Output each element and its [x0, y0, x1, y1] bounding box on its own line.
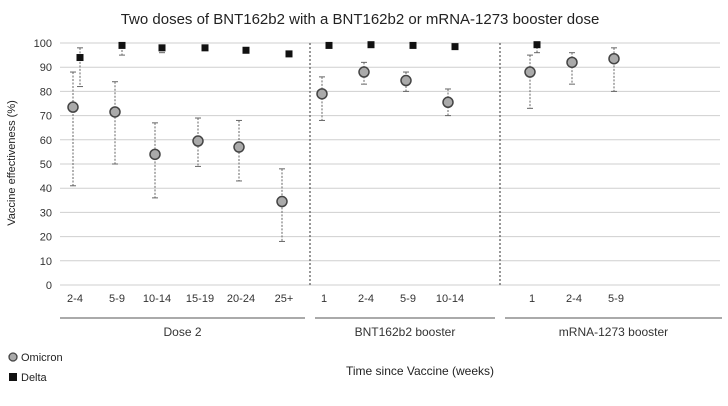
x-axis-ticks: 2-4 5-9 10-14 15-19 20-24 25+ 1 2-4 5-9 10-14 1 2-4…: [67, 293, 624, 305]
delta-series: [76, 41, 541, 62]
delta-point: [76, 54, 84, 62]
chart-title: Two doses of BNT162b2 with a BNT162b2 or…: [121, 11, 600, 28]
omicron-point: [400, 74, 412, 87]
y-tick-label: 100: [34, 38, 52, 50]
x-tick-label: 25+: [275, 293, 294, 305]
x-tick-label: 20-24: [227, 293, 255, 305]
omicron-point: [316, 88, 328, 100]
x-tick-label: 2-4: [358, 293, 374, 305]
delta-point: [158, 44, 166, 52]
delta-point: [118, 41, 126, 49]
omicron-point: [524, 66, 536, 78]
y-tick-label: 20: [40, 232, 52, 244]
y-axis-label: Vaccine effectiveness (%): [6, 100, 18, 226]
y-tick-label: 70: [40, 111, 52, 123]
legend-label: Omicron: [21, 352, 63, 364]
group-dividers: [309, 43, 501, 285]
legend-label: Delta: [21, 372, 48, 384]
y-tick-label: 60: [40, 135, 52, 147]
group-label: BNT162b2 booster: [355, 325, 456, 339]
group-labels: Dose 2 BNT162b2 booster mRNA-1273 booster: [60, 317, 722, 339]
x-tick-label: 2-4: [67, 293, 83, 305]
x-tick-label: 5-9: [608, 293, 624, 305]
y-tick-label: 50: [40, 159, 52, 171]
legend-omicron-marker: [8, 352, 18, 362]
delta-point: [409, 41, 417, 49]
y-tick-label: 10: [40, 256, 52, 268]
x-tick-label: 1: [321, 293, 327, 305]
delta-point: [201, 44, 209, 52]
x-tick-label: 10-14: [436, 293, 464, 305]
omicron-point: [566, 56, 578, 69]
y-tick-label: 90: [40, 62, 52, 74]
x-tick-label: 5-9: [109, 293, 125, 305]
delta-point: [242, 46, 250, 54]
omicron-point: [192, 135, 204, 147]
omicron-point: [442, 96, 454, 109]
omicron-point: [109, 106, 121, 118]
x-tick-label: 15-19: [186, 293, 214, 305]
omicron-point: [608, 52, 620, 65]
x-axis-label: Time since Vaccine (weeks): [346, 364, 494, 378]
y-tick-label: 80: [40, 86, 52, 98]
x-tick-label: 2-4: [566, 293, 582, 305]
group-label: mRNA-1273 booster: [559, 325, 668, 339]
y-tick-label: 40: [40, 183, 52, 195]
x-tick-label: 10-14: [143, 293, 171, 305]
y-axis-ticks: 0 10 20 30 40 50 60 70 80 90 100: [34, 38, 52, 292]
omicron-point: [276, 195, 288, 208]
omicron-point: [149, 148, 161, 161]
omicron-point: [233, 141, 245, 153]
omicron-point: [67, 101, 79, 113]
legend: Omicron Delta: [8, 352, 63, 384]
delta-point: [533, 41, 541, 49]
x-tick-label: 1: [529, 293, 535, 305]
y-tick-label: 30: [40, 207, 52, 219]
x-tick-label: 5-9: [400, 293, 416, 305]
gridlines: [60, 42, 720, 286]
omicron-series: [67, 52, 620, 208]
group-label: Dose 2: [163, 325, 201, 339]
delta-point: [325, 41, 333, 49]
delta-point: [367, 41, 375, 49]
delta-point: [285, 50, 293, 58]
legend-delta-marker: [9, 373, 17, 381]
omicron-point: [358, 66, 370, 78]
delta-point: [451, 43, 459, 51]
y-tick-label: 0: [46, 280, 52, 292]
